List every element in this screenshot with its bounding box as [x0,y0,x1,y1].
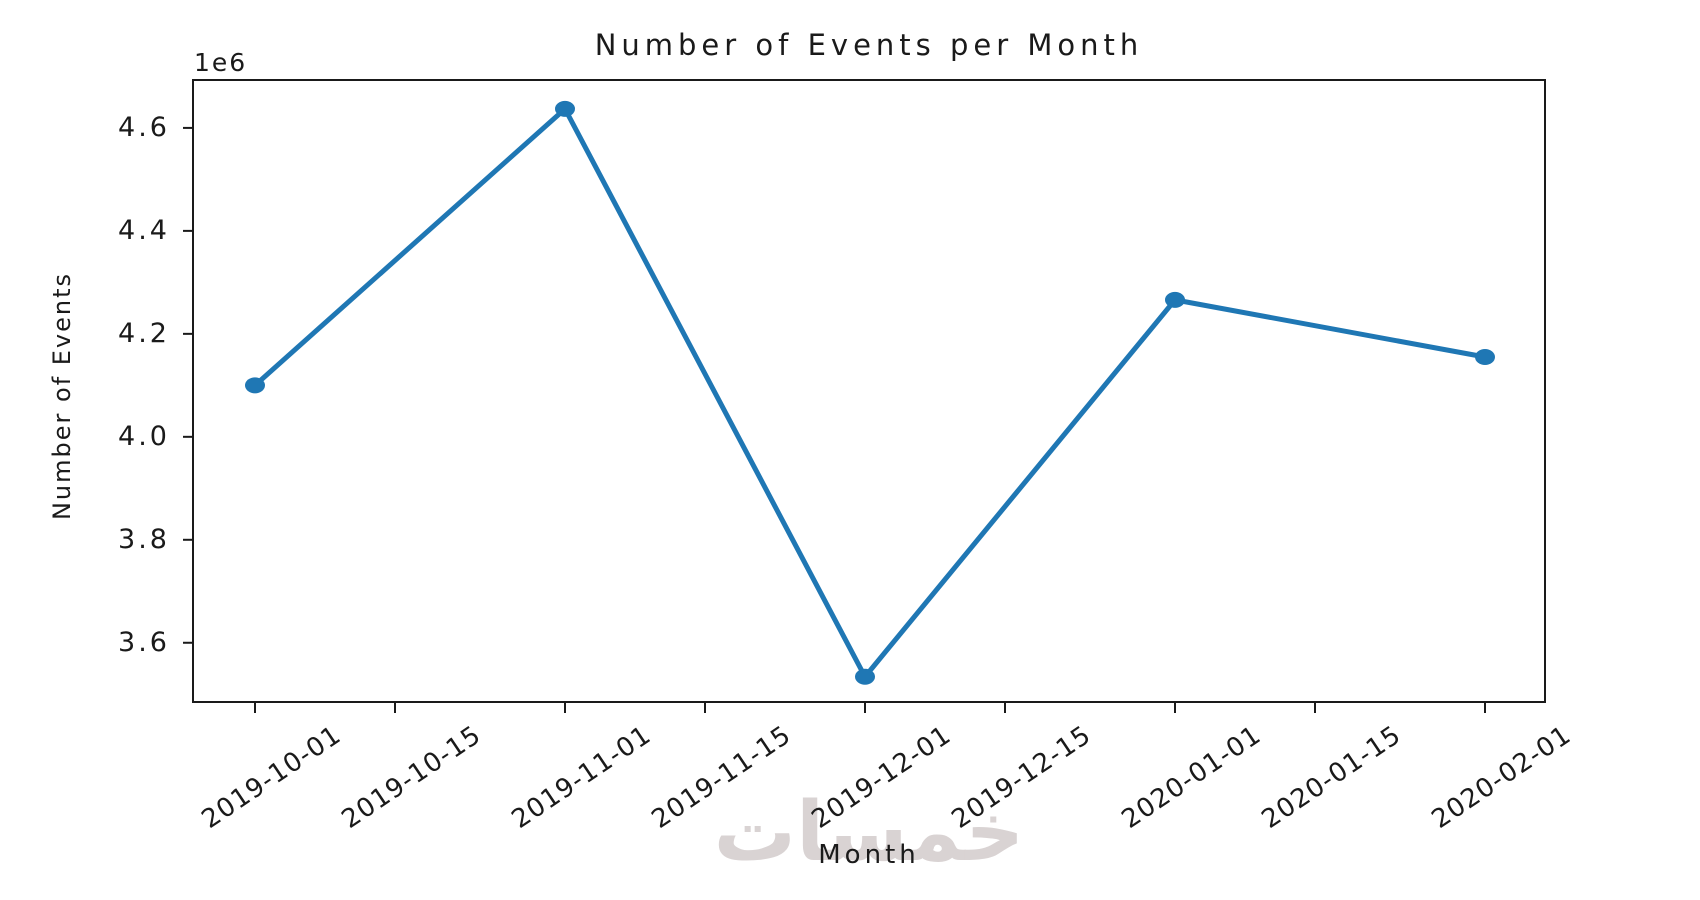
y-tick-label: 4.2 [118,317,170,349]
x-axis-label: Month [818,840,920,870]
y-tick-label: 4.4 [118,214,170,246]
y-tick-label: 4.6 [118,111,170,143]
plot-area [192,79,1546,703]
chart-title: Number of Events per Month [594,28,1144,62]
y-axis-offset-label: 1e6 [194,48,248,77]
y-axis-label: Number of Events [48,271,76,521]
y-tick-label: 4.0 [118,420,170,452]
y-tick-label: 3.8 [118,523,170,555]
y-tick-label: 3.6 [118,626,170,658]
watermark-text: خمسات [713,785,1025,880]
